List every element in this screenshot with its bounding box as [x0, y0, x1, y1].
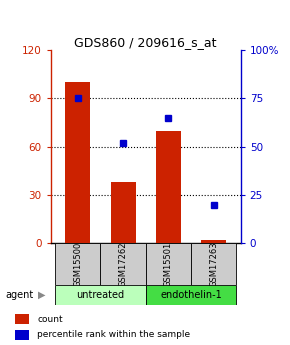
Bar — [111, 182, 135, 243]
Bar — [55, 285, 146, 305]
Text: GSM17262: GSM17262 — [119, 241, 128, 287]
Text: agent: agent — [6, 290, 34, 300]
Bar — [66, 82, 90, 243]
Text: untreated: untreated — [77, 290, 125, 300]
Text: count: count — [37, 315, 63, 324]
Bar — [14, 314, 29, 324]
Text: GSM15501: GSM15501 — [164, 241, 173, 287]
Bar — [201, 240, 226, 243]
Bar — [14, 329, 29, 340]
Text: ▶: ▶ — [38, 290, 46, 300]
Bar — [156, 130, 181, 243]
Text: GSM15500: GSM15500 — [73, 241, 82, 287]
Bar — [191, 243, 236, 285]
Bar — [55, 243, 101, 285]
Text: percentile rank within the sample: percentile rank within the sample — [37, 330, 190, 339]
Bar — [146, 285, 236, 305]
Text: endothelin-1: endothelin-1 — [160, 290, 222, 300]
Text: GSM17263: GSM17263 — [209, 241, 218, 287]
Bar — [146, 243, 191, 285]
Bar — [101, 243, 146, 285]
Title: GDS860 / 209616_s_at: GDS860 / 209616_s_at — [75, 36, 217, 49]
